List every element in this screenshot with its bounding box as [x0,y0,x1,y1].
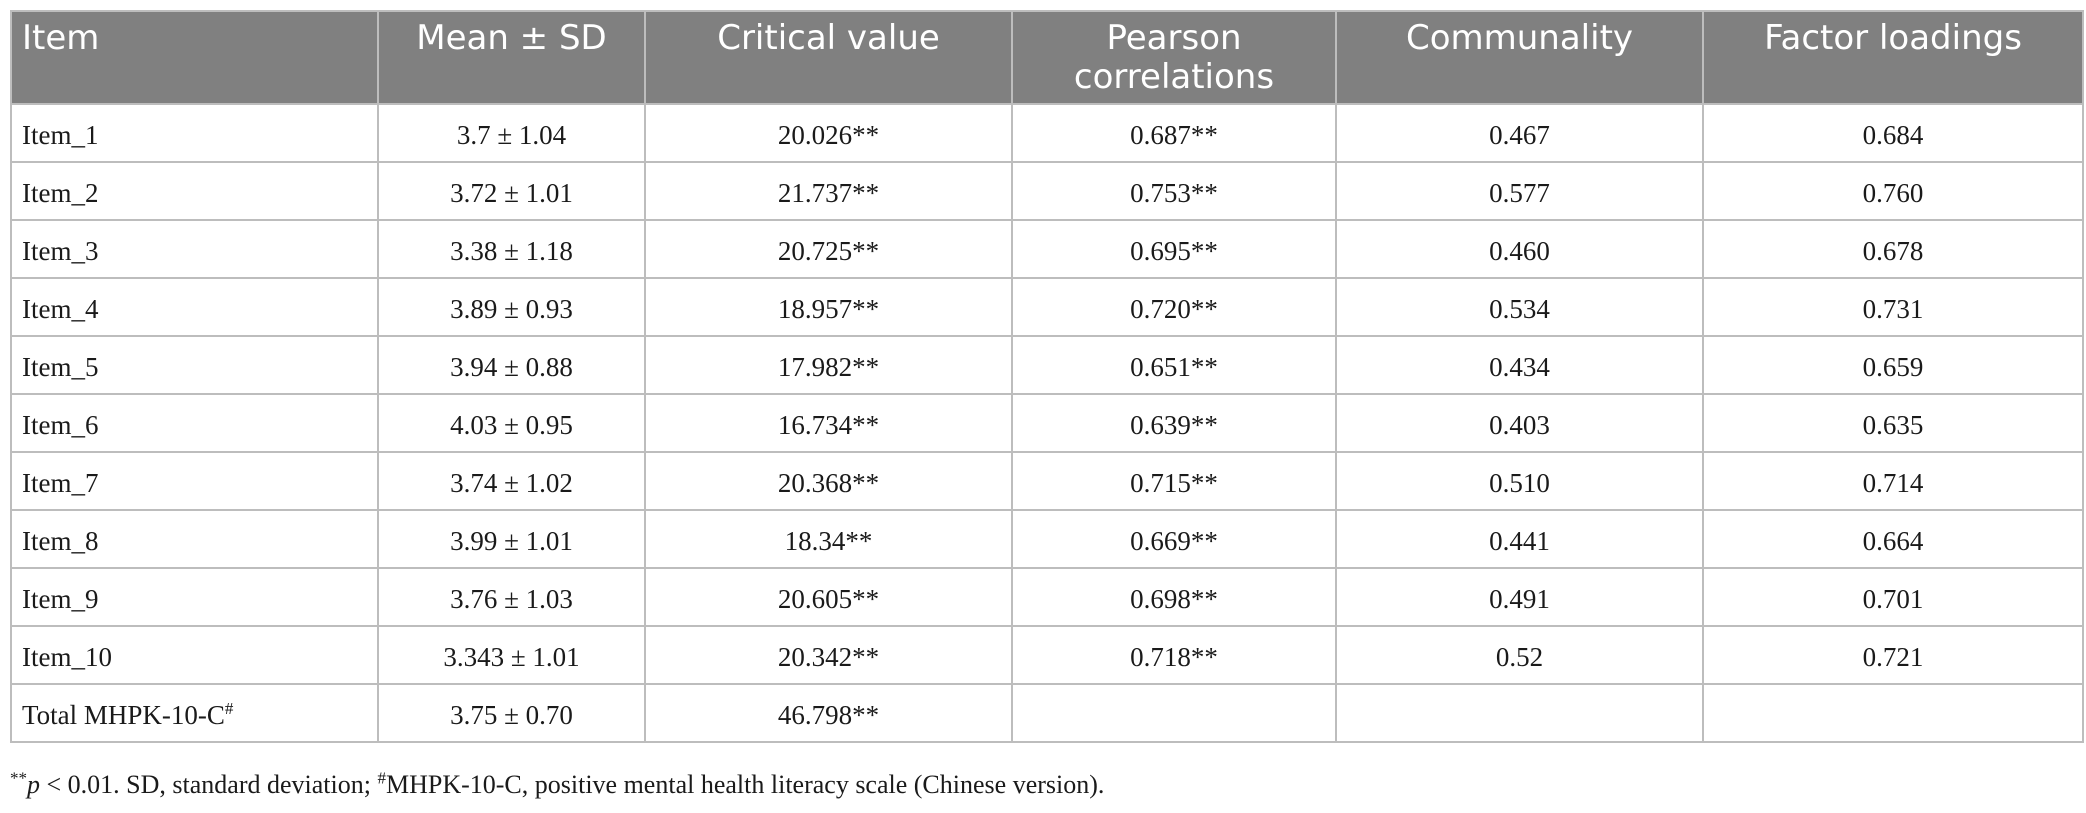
total-label: Total MHPK-10-C [22,699,225,730]
table-footnote: **p < 0.01. SD, standard deviation; #MHP… [10,768,1105,800]
total-loadings [1702,683,2084,743]
table-row: Item_10 3.343 ± 1.01 20.342** 0.718** 0.52 0.… [10,625,2084,685]
pearson-cell: 0.639** [1011,393,1337,453]
communality-cell: 0.434 [1335,335,1704,395]
item-cell: Item_5 [10,335,379,395]
factor-loading-cell: 0.664 [1702,509,2084,569]
critical-value-cell: 20.368** [644,451,1013,511]
communality-cell: 0.441 [1335,509,1704,569]
factor-loading-cell: 0.701 [1702,567,2084,627]
item-cell: Item_8 [10,509,379,569]
pearson-cell: 0.720** [1011,277,1337,337]
total-row: Total MHPK-10-C# 3.75 ± 0.70 46.798** [10,683,2084,743]
total-critical-value: 46.798** [644,683,1013,743]
table-row: Item_2 3.72 ± 1.01 21.737** 0.753** 0.577 0.7… [10,161,2084,221]
item-statistics-table: Item Mean ± SD Critical value Pearson co… [10,10,2084,743]
factor-loading-cell: 0.731 [1702,277,2084,337]
critical-value-cell: 16.734** [644,393,1013,453]
mean-sd-cell: 3.72 ± 1.01 [377,161,646,221]
pearson-cell: 0.669** [1011,509,1337,569]
item-cell: Item_2 [10,161,379,221]
header-mean-sd: Mean ± SD [377,10,646,105]
pearson-cell: 0.695** [1011,219,1337,279]
table-row: Item_3 3.38 ± 1.18 20.725** 0.695** 0.460 0.6… [10,219,2084,279]
item-cell: Item_7 [10,451,379,511]
mean-sd-cell: 3.99 ± 1.01 [377,509,646,569]
header-communality: Communality [1335,10,1704,105]
mean-sd-cell: 4.03 ± 0.95 [377,393,646,453]
factor-loading-cell: 0.684 [1702,103,2084,163]
total-pearson [1011,683,1337,743]
table-row: Item_5 3.94 ± 0.88 17.982** 0.651** 0.434 0.6… [10,335,2084,395]
mean-sd-cell: 3.38 ± 1.18 [377,219,646,279]
pearson-cell: 0.715** [1011,451,1337,511]
mean-sd-cell: 3.76 ± 1.03 [377,567,646,627]
table-header-row: Item Mean ± SD Critical value Pearson co… [10,10,2084,105]
pearson-cell: 0.687** [1011,103,1337,163]
footnote-text-a: < 0.01. SD, standard deviation; [40,770,378,799]
communality-cell: 0.510 [1335,451,1704,511]
item-cell: Item_6 [10,393,379,453]
footnote-text-b: MHPK-10-C, positive mental health litera… [385,770,1105,799]
total-mean-sd: 3.75 ± 0.70 [377,683,646,743]
table-row: Item_9 3.76 ± 1.03 20.605** 0.698** 0.491 0.7… [10,567,2084,627]
pearson-cell: 0.651** [1011,335,1337,395]
table-row: Item_8 3.99 ± 1.01 18.34** 0.669** 0.441 0.66… [10,509,2084,569]
item-cell: Item_1 [10,103,379,163]
header-factor-loadings: Factor loadings [1702,10,2084,105]
total-label-superscript: # [224,698,234,718]
table-row: Item_6 4.03 ± 0.95 16.734** 0.639** 0.403 0.6… [10,393,2084,453]
mean-sd-cell: 3.94 ± 0.88 [377,335,646,395]
pearson-cell: 0.753** [1011,161,1337,221]
critical-value-cell: 20.725** [644,219,1013,279]
factor-loading-cell: 0.659 [1702,335,2084,395]
critical-value-cell: 20.026** [644,103,1013,163]
communality-cell: 0.534 [1335,277,1704,337]
critical-value-cell: 18.34** [644,509,1013,569]
pearson-cell: 0.718** [1011,625,1337,685]
communality-cell: 0.403 [1335,393,1704,453]
header-pearson-correlations: Pearson correlations [1011,10,1337,105]
mean-sd-cell: 3.343 ± 1.01 [377,625,646,685]
mean-sd-cell: 3.7 ± 1.04 [377,103,646,163]
factor-loading-cell: 0.635 [1702,393,2084,453]
table-row: Item_1 3.7 ± 1.04 20.026** 0.687** 0.467 0.68… [10,103,2084,163]
table-row: Item_7 3.74 ± 1.02 20.368** 0.715** 0.510 0.7… [10,451,2084,511]
communality-cell: 0.52 [1335,625,1704,685]
critical-value-cell: 20.605** [644,567,1013,627]
total-label-cell: Total MHPK-10-C# [10,683,379,743]
header-item: Item [10,10,379,105]
total-communality [1335,683,1704,743]
footnote-hash: # [377,768,386,788]
table-container: Item Mean ± SD Critical value Pearson co… [10,10,2084,743]
item-cell: Item_3 [10,219,379,279]
item-cell: Item_4 [10,277,379,337]
mean-sd-cell: 3.89 ± 0.93 [377,277,646,337]
factor-loading-cell: 0.678 [1702,219,2084,279]
factor-loading-cell: 0.760 [1702,161,2084,221]
communality-cell: 0.491 [1335,567,1704,627]
critical-value-cell: 21.737** [644,161,1013,221]
critical-value-cell: 18.957** [644,277,1013,337]
communality-cell: 0.467 [1335,103,1704,163]
item-cell: Item_10 [10,625,379,685]
critical-value-cell: 20.342** [644,625,1013,685]
footnote-stars: ** [10,768,27,788]
table-row: Item_4 3.89 ± 0.93 18.957** 0.720** 0.534 0.7… [10,277,2084,337]
communality-cell: 0.577 [1335,161,1704,221]
communality-cell: 0.460 [1335,219,1704,279]
footnote-p: p [27,770,40,799]
item-cell: Item_9 [10,567,379,627]
factor-loading-cell: 0.714 [1702,451,2084,511]
table-body: Item_1 3.7 ± 1.04 20.026** 0.687** 0.467 0.68… [10,103,2084,743]
mean-sd-cell: 3.74 ± 1.02 [377,451,646,511]
header-critical-value: Critical value [644,10,1013,105]
factor-loading-cell: 0.721 [1702,625,2084,685]
critical-value-cell: 17.982** [644,335,1013,395]
pearson-cell: 0.698** [1011,567,1337,627]
